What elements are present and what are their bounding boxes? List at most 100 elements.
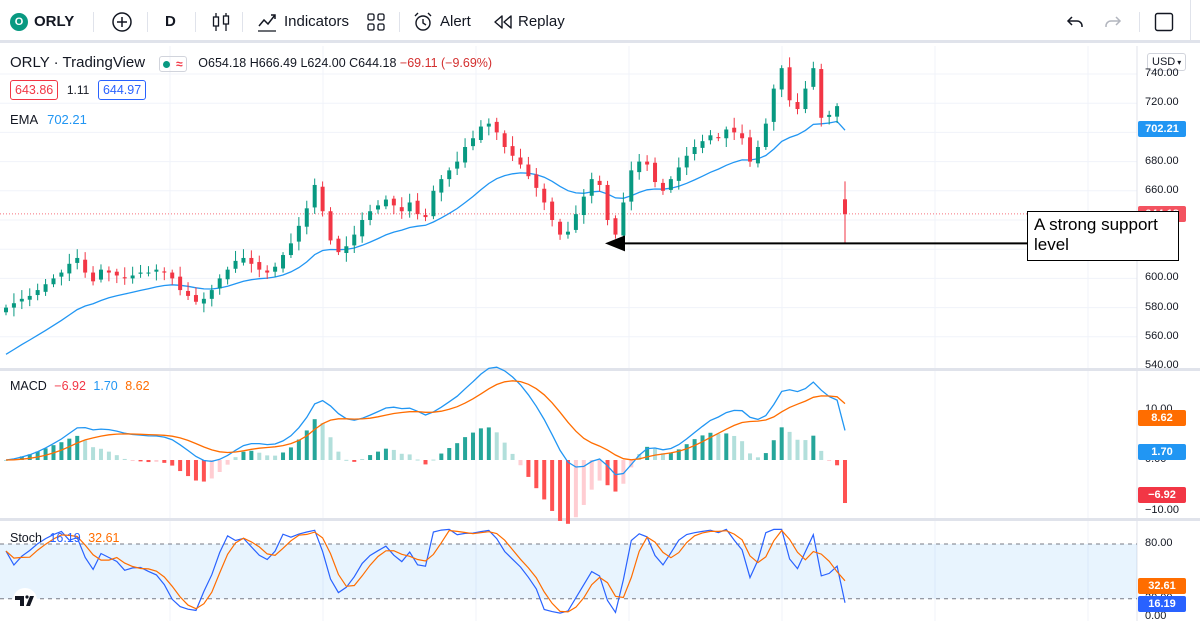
ema-legend: EMA 702.21 <box>10 112 87 127</box>
candle-body <box>122 277 127 279</box>
candle-body <box>637 161 642 173</box>
currency-selector[interactable]: USD ▾ <box>1147 53 1187 71</box>
candle-body <box>130 275 135 279</box>
macd-hist-bar <box>154 460 159 462</box>
candle-body <box>827 114 832 117</box>
macd-hist-bar <box>463 437 468 460</box>
candle-body <box>83 259 88 273</box>
interval-button[interactable]: D <box>165 13 176 30</box>
redo-button[interactable] <box>1104 0 1122 43</box>
symbol-label: ORLY <box>34 13 75 30</box>
compare-symbol-button[interactable] <box>111 0 133 43</box>
alert-label: Alert <box>440 13 471 30</box>
candle-body <box>708 135 713 141</box>
candle-body <box>201 298 206 304</box>
candle-body <box>336 238 341 253</box>
candles-icon <box>212 12 230 31</box>
macd-hist-bar <box>67 438 72 460</box>
macd-hist-bar <box>732 435 737 460</box>
bid-button[interactable]: 643.86 <box>10 80 59 100</box>
stoch-k-value: 16.19 <box>49 531 81 545</box>
chart-type-button[interactable] <box>212 0 230 43</box>
candle-body <box>447 170 452 180</box>
stoch-band <box>0 544 1137 599</box>
macd-hist-bar <box>209 460 214 479</box>
candle-body <box>819 69 824 118</box>
macd-hist-bar <box>597 460 602 481</box>
stoch-tick-label: 0.00 <box>1145 610 1167 622</box>
candle-body <box>692 147 697 155</box>
macd-hist-bar <box>328 437 333 460</box>
replay-button[interactable]: Replay <box>493 0 565 43</box>
candle-body <box>344 246 349 253</box>
indicators-label: Indicators <box>284 13 350 30</box>
macd-hist-bar <box>368 455 373 460</box>
macd-hist-bar <box>352 460 357 462</box>
candle-body <box>27 295 32 300</box>
macd-hist-bar <box>843 460 847 504</box>
macd-hist-bar <box>748 453 753 460</box>
macd-hist-bar <box>447 448 452 460</box>
support-annotation <box>605 235 1027 252</box>
candle-body <box>740 133 745 139</box>
macd-hist-bar <box>178 460 183 472</box>
templates-button[interactable] <box>366 0 386 43</box>
macd-hist-bar <box>383 448 388 460</box>
change-value: −69.11 (−9.69%) <box>399 56 493 70</box>
market-status-toggle[interactable]: ≈ <box>158 55 187 72</box>
candle-body <box>43 284 48 292</box>
macd-hist-bar <box>637 454 642 460</box>
candle-body <box>304 208 309 227</box>
macd-hist-bar <box>415 459 420 461</box>
macd-tick-label: −10.00 <box>1145 503 1179 516</box>
candle-body <box>59 272 64 277</box>
macd-hist-bar <box>114 455 119 460</box>
candle-body <box>684 155 689 168</box>
macd-hist-bar <box>581 460 586 505</box>
candle-body <box>281 255 286 269</box>
candle-body <box>193 295 198 302</box>
macd-hist-bar <box>589 460 594 490</box>
grid-icon <box>367 12 385 31</box>
macd-hist-bar <box>320 423 325 460</box>
candle-body <box>803 88 808 110</box>
indicators-button[interactable]: Indicators <box>256 0 349 43</box>
candle-body <box>550 201 555 220</box>
macd-hist-bar <box>676 449 681 460</box>
chart-canvas[interactable] <box>0 46 1200 621</box>
macd-hist-bar <box>573 460 578 518</box>
candle-body <box>376 205 381 210</box>
ask-button[interactable]: 644.97 <box>97 80 147 100</box>
macd-hist-bar <box>494 432 499 460</box>
macd-hist-bar <box>186 460 191 477</box>
price-tick-label: 660.00 <box>1145 183 1179 196</box>
candle-body <box>597 180 602 185</box>
candle-body <box>257 262 262 270</box>
candle-body <box>423 215 428 218</box>
symbol-search-button[interactable]: O ORLY <box>10 0 74 43</box>
layout-button[interactable] <box>1154 0 1174 43</box>
undo-button[interactable] <box>1066 0 1084 43</box>
candle-body <box>526 164 531 177</box>
candle-body <box>178 276 183 291</box>
macd-hist-bar <box>170 460 175 466</box>
candle-body <box>186 290 191 296</box>
macd-hist-tag: −6.92 <box>1138 487 1186 503</box>
candle-body <box>368 211 373 220</box>
toolbar-divider <box>399 12 400 32</box>
macd-signal-line <box>5 380 846 461</box>
low-value: L624.00 <box>300 56 346 70</box>
macd-hist-bar <box>146 460 151 463</box>
candle-body <box>407 202 412 212</box>
ema-polyline <box>5 120 846 355</box>
price-tick-label: 600.00 <box>1145 271 1179 284</box>
macd-line <box>5 366 846 476</box>
macd-hist-bar <box>249 450 254 460</box>
indicators-icon <box>258 13 276 32</box>
candle-body <box>835 106 840 117</box>
tradingview-logo[interactable] <box>10 588 40 612</box>
macd-legend: MACD −6.92 1.70 8.62 <box>10 379 150 393</box>
candle-body <box>399 207 404 212</box>
candle-body <box>352 234 357 246</box>
alert-button[interactable]: Alert <box>412 0 471 43</box>
